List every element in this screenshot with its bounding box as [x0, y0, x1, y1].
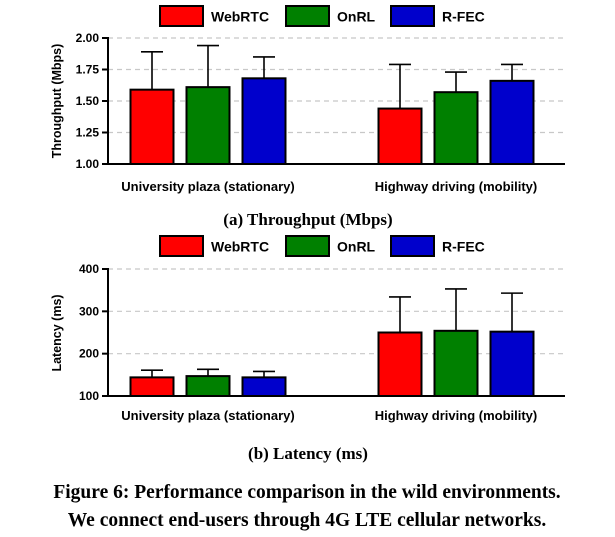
y-tick-label: 100 — [79, 389, 99, 403]
legend-label-webrtc: WebRTC — [211, 9, 269, 25]
x-tick-label: Highway driving (mobility) — [375, 408, 538, 423]
latency-chart: WebRTC OnRL R-FEC Latency (ms) (b) Laten… — [50, 235, 565, 463]
y-tick-label: 400 — [79, 262, 99, 276]
bar — [489, 79, 535, 165]
legend-swatch-webrtc — [159, 5, 204, 27]
bar — [433, 91, 479, 165]
bar — [377, 107, 423, 165]
bar — [489, 330, 535, 397]
y-tick-label: 1.25 — [76, 126, 100, 140]
legend-label-onrl: OnRL — [337, 239, 376, 255]
legend-label-webrtc: WebRTC — [211, 239, 269, 255]
throughput-legend: WebRTC OnRL R-FEC — [159, 5, 485, 27]
y-tick-label: 2.00 — [76, 31, 100, 45]
latency-subcaption: (b) Latency (ms) — [248, 444, 368, 463]
figure-caption-line-2: We connect end-users through 4G LTE cell… — [68, 510, 547, 531]
throughput-subcaption: (a) Throughput (Mbps) — [223, 210, 392, 229]
bar — [185, 375, 231, 397]
legend-swatch-onrl — [285, 235, 330, 257]
legend-swatch-webrtc — [159, 235, 204, 257]
x-tick-label: Highway driving (mobility) — [375, 179, 538, 194]
y-tick-label: 1.00 — [76, 157, 100, 171]
legend-swatch-rfec — [390, 235, 435, 257]
legend-label-rfec: R-FEC — [442, 239, 485, 255]
throughput-y-axis-label: Throughput (Mbps) — [50, 44, 64, 159]
x-tick-label: University plaza (stationary) — [121, 179, 294, 194]
legend-label-onrl: OnRL — [337, 9, 376, 25]
legend-swatch-onrl — [285, 5, 330, 27]
latency-legend: WebRTC OnRL R-FEC — [159, 235, 485, 257]
y-tick-label: 1.50 — [76, 94, 100, 108]
bar — [377, 331, 423, 397]
throughput-chart: WebRTC OnRL R-FEC Throughput (Mbps) (a) … — [50, 5, 565, 229]
y-tick-label: 300 — [79, 304, 99, 318]
y-tick-label: 1.75 — [76, 63, 100, 77]
bar — [241, 77, 287, 165]
x-tick-label: University plaza (stationary) — [121, 408, 294, 423]
bar — [241, 376, 287, 397]
bar — [433, 329, 479, 398]
latency-y-axis-label: Latency (ms) — [50, 294, 64, 371]
y-tick-label: 200 — [79, 347, 99, 361]
legend-swatch-rfec — [390, 5, 435, 27]
bar — [129, 376, 175, 397]
bar — [185, 86, 231, 165]
bar — [129, 88, 175, 165]
figure-caption-line-1: Figure 6: Performance comparison in the … — [53, 482, 560, 503]
legend-label-rfec: R-FEC — [442, 9, 485, 25]
